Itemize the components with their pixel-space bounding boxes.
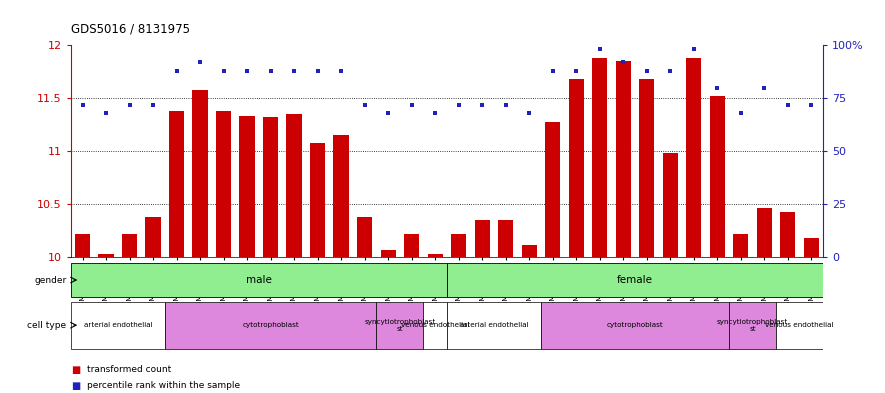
Bar bbox=[71, 302, 165, 349]
Bar bbox=[310, 143, 326, 257]
Point bbox=[428, 110, 442, 116]
Point bbox=[475, 101, 489, 108]
Text: syncytiotrophoblast
st: syncytiotrophoblast st bbox=[717, 319, 789, 332]
Point bbox=[804, 101, 819, 108]
Bar bbox=[710, 96, 725, 257]
Point bbox=[311, 68, 325, 74]
Point bbox=[287, 68, 301, 74]
Point bbox=[99, 110, 113, 116]
Bar bbox=[447, 263, 823, 297]
Text: cytotrophoblast: cytotrophoblast bbox=[242, 322, 299, 328]
Bar bbox=[404, 234, 419, 257]
Text: arterial endothelial: arterial endothelial bbox=[459, 322, 528, 328]
Text: cell type: cell type bbox=[27, 321, 66, 330]
Bar bbox=[427, 254, 442, 257]
Point bbox=[334, 68, 348, 74]
Text: arterial endothelial: arterial endothelial bbox=[83, 322, 152, 328]
Bar bbox=[192, 90, 208, 257]
Point bbox=[404, 101, 419, 108]
Text: cytotrophoblast: cytotrophoblast bbox=[606, 322, 664, 328]
Bar bbox=[71, 263, 447, 297]
Bar bbox=[165, 302, 376, 349]
Text: percentile rank within the sample: percentile rank within the sample bbox=[87, 381, 240, 390]
Point bbox=[710, 84, 724, 91]
Text: gender: gender bbox=[35, 275, 66, 285]
Bar bbox=[757, 208, 772, 257]
Point bbox=[522, 110, 536, 116]
Bar bbox=[639, 79, 654, 257]
Bar bbox=[545, 121, 560, 257]
Point bbox=[593, 46, 607, 53]
Point bbox=[569, 68, 583, 74]
Bar bbox=[592, 58, 607, 257]
Point bbox=[122, 101, 136, 108]
Text: female: female bbox=[617, 275, 653, 285]
Bar bbox=[122, 234, 137, 257]
Bar bbox=[75, 234, 90, 257]
Point bbox=[193, 59, 207, 65]
Text: ■: ■ bbox=[71, 365, 80, 375]
Text: venous endothelial: venous endothelial bbox=[401, 322, 469, 328]
Point bbox=[451, 101, 466, 108]
Bar bbox=[216, 111, 231, 257]
Bar bbox=[334, 135, 349, 257]
Point bbox=[687, 46, 701, 53]
Text: male: male bbox=[246, 275, 272, 285]
Point bbox=[640, 68, 654, 74]
Point bbox=[75, 101, 89, 108]
Point bbox=[616, 59, 630, 65]
Bar bbox=[781, 212, 796, 257]
Point bbox=[146, 101, 160, 108]
Point bbox=[170, 68, 184, 74]
Text: transformed count: transformed count bbox=[87, 365, 171, 375]
Bar bbox=[733, 234, 749, 257]
Bar bbox=[263, 118, 278, 257]
Bar bbox=[145, 217, 161, 257]
Bar bbox=[169, 111, 184, 257]
Bar bbox=[474, 220, 489, 257]
Point bbox=[546, 68, 560, 74]
Point bbox=[358, 101, 372, 108]
Bar bbox=[451, 234, 466, 257]
Bar bbox=[376, 302, 423, 349]
Text: ■: ■ bbox=[71, 381, 80, 391]
Bar bbox=[663, 153, 678, 257]
Bar bbox=[447, 302, 541, 349]
Text: syncytiotrophoblast
st: syncytiotrophoblast st bbox=[365, 319, 435, 332]
Bar bbox=[287, 114, 302, 257]
Bar bbox=[804, 238, 819, 257]
Point bbox=[758, 84, 772, 91]
Text: venous endothelial: venous endothelial bbox=[766, 322, 834, 328]
Bar bbox=[98, 254, 113, 257]
Point bbox=[734, 110, 748, 116]
Bar bbox=[729, 302, 776, 349]
Bar bbox=[776, 302, 823, 349]
Bar bbox=[568, 79, 584, 257]
Bar bbox=[381, 250, 396, 257]
Point bbox=[381, 110, 396, 116]
Bar bbox=[541, 302, 729, 349]
Bar bbox=[498, 220, 513, 257]
Bar bbox=[616, 61, 631, 257]
Point bbox=[264, 68, 278, 74]
Point bbox=[781, 101, 795, 108]
Bar bbox=[240, 116, 255, 257]
Bar bbox=[521, 245, 537, 257]
Point bbox=[217, 68, 231, 74]
Bar bbox=[423, 302, 447, 349]
Bar bbox=[357, 217, 373, 257]
Text: GDS5016 / 8131975: GDS5016 / 8131975 bbox=[71, 22, 189, 35]
Point bbox=[240, 68, 254, 74]
Point bbox=[663, 68, 677, 74]
Point bbox=[498, 101, 512, 108]
Bar bbox=[686, 58, 702, 257]
